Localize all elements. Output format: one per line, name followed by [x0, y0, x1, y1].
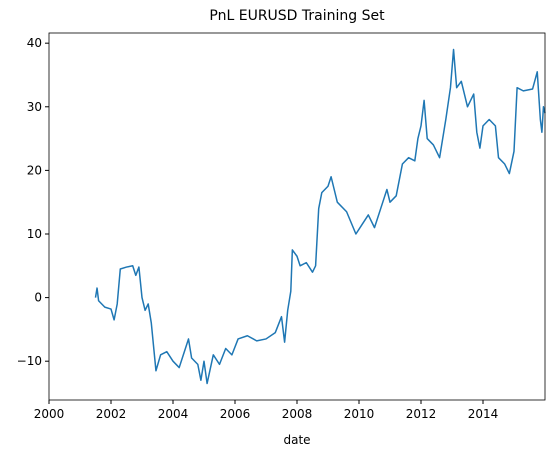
x-tick-label: 2000	[34, 407, 65, 421]
x-tick-label: 2002	[96, 407, 127, 421]
line-series	[94, 48, 546, 385]
x-tick-label: 2012	[406, 407, 437, 421]
y-tick-label: 0	[34, 291, 42, 305]
x-tick-label: 2010	[344, 407, 375, 421]
x-tick-label: 2008	[282, 407, 313, 421]
y-tick-label: 30	[27, 100, 42, 114]
y-tick-label: 20	[27, 163, 42, 177]
x-axis-label: date	[283, 433, 310, 447]
chart-title: PnL EURUSD Training Set	[209, 8, 385, 24]
y-tick-label: −10	[17, 354, 42, 368]
plot-frame	[48, 32, 546, 401]
y-tick-label: 40	[27, 36, 42, 50]
x-tick-label: 2014	[468, 407, 499, 421]
x-tick-label: 2006	[220, 407, 251, 421]
y-tick-label: 10	[27, 227, 42, 241]
x-tick-label: 2004	[158, 407, 189, 421]
